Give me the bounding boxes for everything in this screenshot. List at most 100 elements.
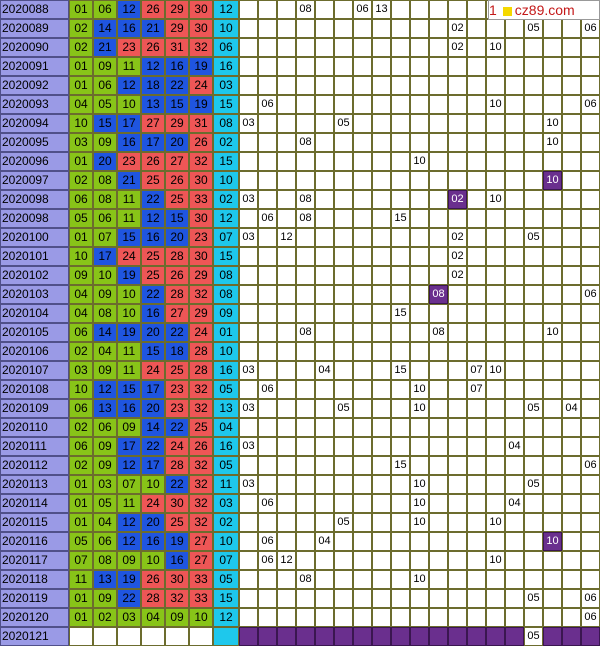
trend-empty-cell <box>353 190 372 209</box>
trend-mark-cell: 03 <box>239 190 258 209</box>
red-ball-cell: 09 <box>93 437 117 456</box>
trend-empty-cell <box>505 361 524 380</box>
trend-empty-cell <box>410 437 429 456</box>
period-cell: 2020092 <box>0 76 69 95</box>
trend-empty-cell <box>277 38 296 57</box>
trend-mark-cell: 03 <box>239 361 258 380</box>
red-ball-cell: 12 <box>117 0 141 19</box>
trend-empty-cell <box>410 285 429 304</box>
trend-empty-cell <box>391 38 410 57</box>
trend-empty-cell <box>562 285 581 304</box>
trend-empty-cell <box>239 95 258 114</box>
trend-empty-cell <box>372 513 391 532</box>
red-ball-cell: 01 <box>69 152 93 171</box>
trend-empty-cell <box>429 190 448 209</box>
trend-empty-cell <box>334 247 353 266</box>
trend-empty-cell <box>277 532 296 551</box>
red-ball-cell: 02 <box>93 608 117 627</box>
trend-empty-cell <box>315 589 334 608</box>
trend-empty-cell <box>391 266 410 285</box>
red-ball-cell: 14 <box>141 418 165 437</box>
trend-empty-cell <box>315 494 334 513</box>
red-ball-cell: 03 <box>69 361 93 380</box>
red-ball-cell: 01 <box>69 228 93 247</box>
trend-empty-cell <box>277 570 296 589</box>
trend-empty-cell <box>334 456 353 475</box>
trend-mark-cell: 06 <box>258 209 277 228</box>
red-ball-cell: 15 <box>117 228 141 247</box>
trend-empty-cell <box>543 304 562 323</box>
trend-empty-cell <box>581 437 600 456</box>
trend-mark-cell: 10 <box>410 380 429 399</box>
trend-empty-cell <box>277 608 296 627</box>
trend-empty-cell <box>581 570 600 589</box>
period-cell: 2020111 <box>0 437 69 456</box>
site-logo[interactable]: 1 cz89.com <box>488 0 600 20</box>
trend-empty-cell <box>410 532 429 551</box>
trend-empty-cell <box>562 152 581 171</box>
red-ball-cell: 26 <box>141 570 165 589</box>
trend-empty-cell <box>581 475 600 494</box>
trend-empty-cell <box>296 304 315 323</box>
trend-empty-cell <box>505 247 524 266</box>
trend-empty-cell <box>277 57 296 76</box>
red-ball-cell: 23 <box>189 228 213 247</box>
red-ball-cell: 12 <box>93 380 117 399</box>
trend-empty-cell <box>315 513 334 532</box>
trend-empty-cell <box>429 342 448 361</box>
trend-empty-cell <box>353 456 372 475</box>
trend-empty-cell <box>239 133 258 152</box>
trend-empty-cell <box>315 266 334 285</box>
trend-empty-cell <box>486 589 505 608</box>
red-ball-cell: 15 <box>93 114 117 133</box>
trend-empty-cell <box>391 570 410 589</box>
trend-empty-cell <box>562 570 581 589</box>
trend-empty-cell <box>239 38 258 57</box>
trend-empty-cell <box>315 456 334 475</box>
red-ball-cell: 17 <box>93 247 117 266</box>
trend-empty-cell <box>258 513 277 532</box>
red-ball-cell: 10 <box>117 285 141 304</box>
trend-empty-cell <box>486 532 505 551</box>
trend-empty-cell <box>486 171 505 190</box>
trend-mark-cell: 10 <box>486 38 505 57</box>
trend-empty-cell <box>524 247 543 266</box>
red-ball-cell: 28 <box>189 342 213 361</box>
red-ball-cell: 25 <box>141 171 165 190</box>
trend-empty-cell <box>486 209 505 228</box>
trend-empty-cell <box>334 285 353 304</box>
trend-empty-cell <box>543 399 562 418</box>
trend-empty-cell <box>467 152 486 171</box>
trend-mark-cell: 05 <box>524 19 543 38</box>
blue-ball-cell: 11 <box>213 475 239 494</box>
trend-empty-cell <box>372 228 391 247</box>
trend-empty-cell <box>429 228 448 247</box>
red-ball-cell: 22 <box>165 323 189 342</box>
trend-mark-cell: 08 <box>296 190 315 209</box>
pending-ball-cell <box>189 627 213 646</box>
red-ball-cell: 12 <box>117 76 141 95</box>
trend-mark-cell: 05 <box>524 627 543 646</box>
red-ball-cell: 12 <box>141 209 165 228</box>
red-ball-cell: 17 <box>117 437 141 456</box>
trend-empty-cell <box>410 0 429 19</box>
red-ball-cell: 14 <box>93 19 117 38</box>
trend-mark-cell: 10 <box>543 323 562 342</box>
trend-empty-cell <box>372 342 391 361</box>
trend-empty-cell <box>315 76 334 95</box>
red-ball-cell: 01 <box>69 475 93 494</box>
red-ball-cell: 28 <box>165 285 189 304</box>
trend-empty-cell <box>581 133 600 152</box>
trend-empty-cell <box>353 152 372 171</box>
trend-empty-cell <box>391 190 410 209</box>
trend-empty-cell <box>391 399 410 418</box>
trend-empty-cell <box>391 513 410 532</box>
trend-empty-cell <box>524 152 543 171</box>
trend-empty-cell <box>505 570 524 589</box>
red-ball-cell: 19 <box>117 266 141 285</box>
red-ball-cell: 09 <box>93 133 117 152</box>
trend-empty-cell <box>429 475 448 494</box>
trend-empty-cell <box>467 95 486 114</box>
trend-empty-cell <box>524 95 543 114</box>
trend-empty-cell <box>353 266 372 285</box>
